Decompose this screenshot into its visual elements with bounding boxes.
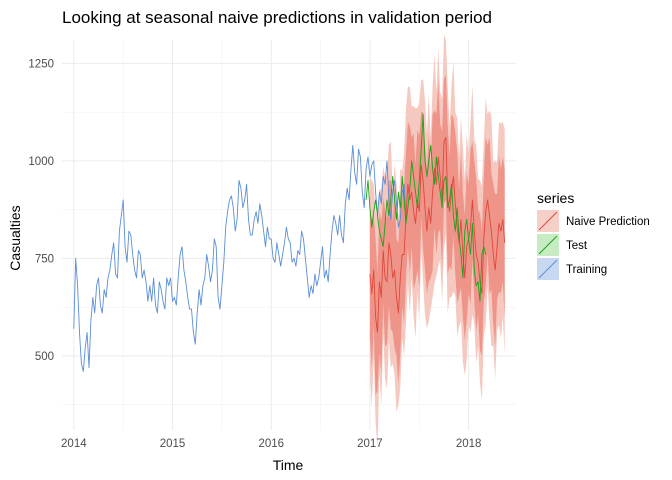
y-tick-label: 750 <box>35 253 54 265</box>
series-lines <box>73 113 506 372</box>
series-line-test <box>365 113 487 302</box>
legend-label-test: Test <box>566 240 588 252</box>
x-tick-label: 2017 <box>357 438 383 450</box>
y-axis-title: Casualties <box>7 205 23 270</box>
legend-item-test: Test <box>537 234 588 256</box>
x-axis: 2014 2015 2016 2017 2018 <box>61 438 481 450</box>
legend-line-training <box>538 259 558 279</box>
legend-label-naive-prediction: Naive Prediction <box>566 216 650 228</box>
interval-80-band <box>369 75 505 395</box>
y-tick-label: 500 <box>35 351 54 363</box>
legend-line-naive-prediction <box>538 211 558 231</box>
legend-title: series <box>537 190 574 206</box>
legend-line-test <box>538 235 558 255</box>
prediction-intervals <box>369 34 505 448</box>
y-tick-label: 1250 <box>28 58 54 70</box>
series-line-training <box>73 144 407 372</box>
x-tick-label: 2016 <box>258 438 284 450</box>
y-tick-label: 1000 <box>28 156 54 168</box>
y-axis: 500 750 1000 1250 <box>28 58 54 363</box>
x-tick-label: 2014 <box>61 438 87 450</box>
legend: series Naive Prediction Test Training <box>537 190 650 280</box>
legend-item-naive-prediction: Naive Prediction <box>537 210 650 232</box>
chart-title: Looking at seasonal naive predictions in… <box>62 8 492 27</box>
x-axis-title: Time <box>273 457 304 473</box>
legend-item-training: Training <box>537 258 607 280</box>
x-tick-label: 2015 <box>160 438 186 450</box>
legend-label-training: Training <box>566 264 607 276</box>
x-tick-label: 2018 <box>456 438 482 450</box>
